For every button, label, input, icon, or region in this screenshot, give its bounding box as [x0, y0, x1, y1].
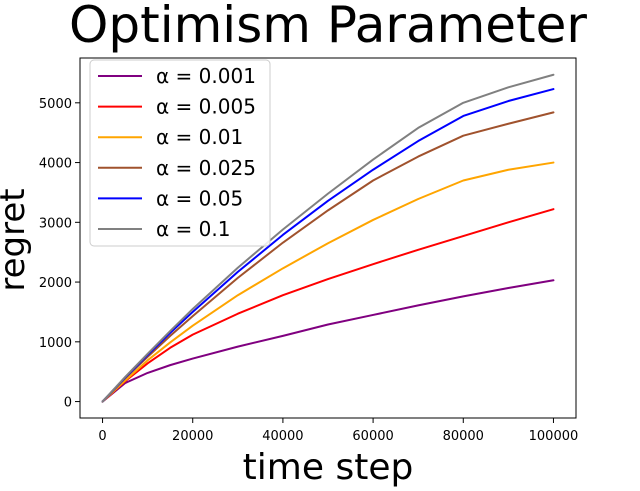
series-line-2 — [101, 161, 555, 403]
y-tick-label-5: 5000 — [39, 97, 72, 112]
y-axis-ticks: 0 1000 2000 3000 4000 5000 — [39, 97, 80, 411]
legend-label-4: α = 0.05 — [156, 186, 243, 210]
series-line-3 — [101, 111, 555, 403]
x-tick-label-1: 20000 — [172, 429, 213, 444]
y-tick-label-1: 1000 — [39, 336, 72, 351]
series-line-5 — [101, 73, 555, 403]
legend-label-1: α = 0.005 — [156, 95, 256, 119]
y-axis-title: regret — [0, 188, 33, 291]
legend-label-3: α = 0.025 — [156, 156, 256, 180]
x-axis-title: time step — [243, 447, 414, 488]
x-tick-label-2: 40000 — [262, 429, 303, 444]
series-line-0 — [101, 279, 555, 403]
legend-label-5: α = 0.1 — [156, 217, 230, 241]
y-tick-label-3: 3000 — [39, 216, 72, 231]
legend: α = 0.001 α = 0.005 α = 0.01 α = 0.025 α = 0… — [89, 59, 271, 247]
legend-label-2: α = 0.01 — [156, 125, 243, 149]
legend-label-0: α = 0.001 — [156, 64, 256, 88]
y-tick-label-4: 4000 — [39, 157, 72, 172]
series-line-1 — [101, 208, 555, 403]
x-tick-label-5: 100000 — [529, 429, 579, 444]
x-tick-label-4: 80000 — [443, 429, 484, 444]
y-tick-label-2: 2000 — [39, 276, 72, 291]
chart-title: Optimism Parameter — [69, 0, 587, 54]
x-tick-label-0: 0 — [98, 429, 106, 444]
x-tick-label-3: 60000 — [352, 429, 393, 444]
y-tick-label-0: 0 — [64, 396, 72, 411]
plot-lines — [101, 73, 555, 403]
plot-frame — [79, 57, 577, 419]
x-axis-ticks: 0 20000 40000 60000 80000 100000 — [98, 418, 578, 444]
